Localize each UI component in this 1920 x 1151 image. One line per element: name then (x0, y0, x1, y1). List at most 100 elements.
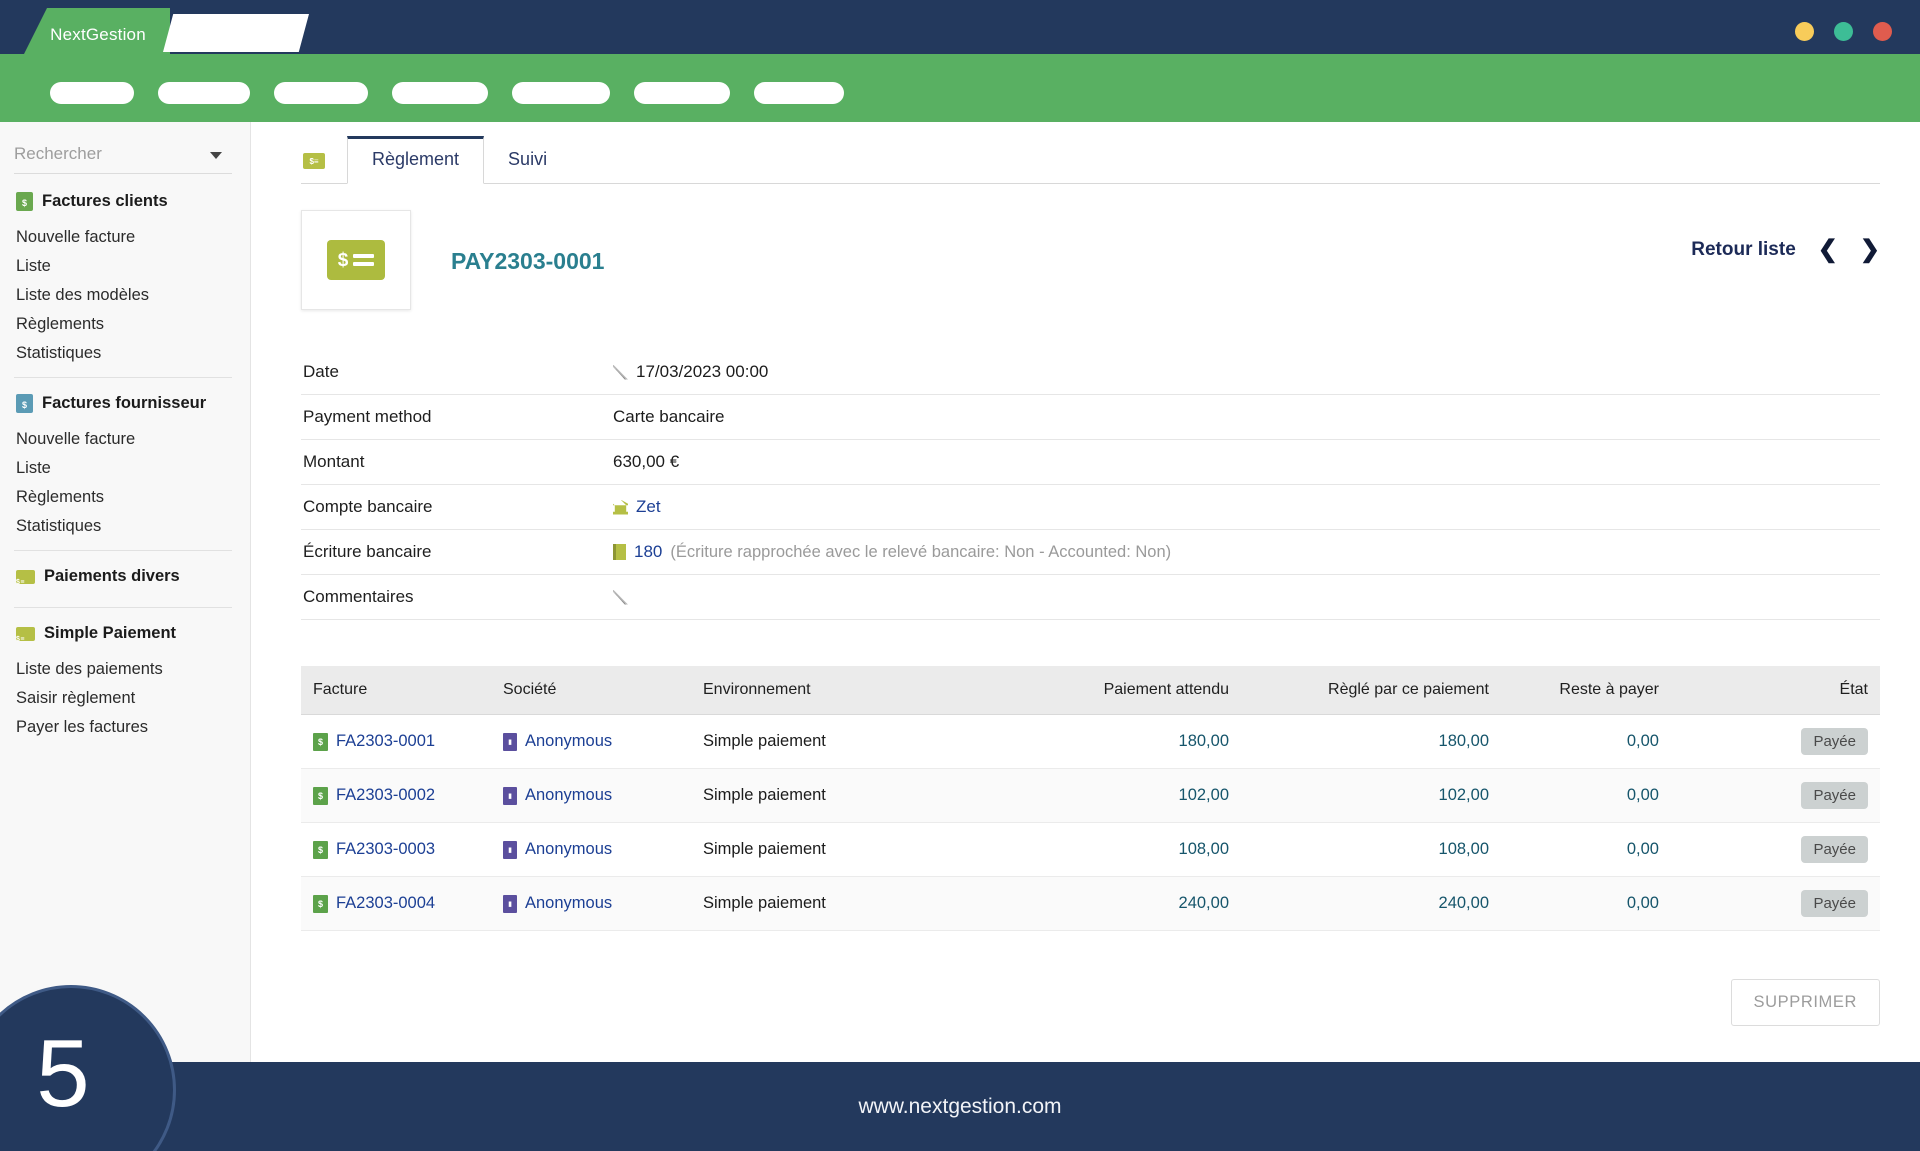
search-input[interactable] (14, 144, 204, 164)
payment-card-large-icon: $ (301, 210, 411, 310)
cell-societe: Anonymous (491, 876, 691, 931)
column-header-societe[interactable]: Société (491, 666, 691, 715)
sidebar-group-header[interactable]: Factures clients (14, 192, 232, 211)
facture-link[interactable]: FA2303-0004 (336, 894, 436, 912)
close-dot[interactable] (1873, 22, 1892, 41)
tab-reglement[interactable]: Règlement (347, 136, 485, 184)
field-row-compte-bancaire: Compte bancaire Zet (301, 485, 1880, 530)
societe-link[interactable]: Anonymous (525, 786, 613, 804)
table-row[interactable]: FA2303-0001 Anonymous Simple paiement 1 (301, 714, 1880, 769)
field-label: Date (303, 362, 339, 381)
invoice-green-icon (313, 840, 328, 859)
sidebar-item-liste-fournisseur[interactable]: Liste (16, 459, 51, 477)
pencil-icon[interactable] (613, 590, 628, 605)
column-header-reste-a-payer[interactable]: Reste à payer (1501, 666, 1671, 715)
nav-item-4[interactable] (392, 82, 488, 104)
field-row-payment-method: Payment method Carte bancaire (301, 395, 1880, 440)
nav-item-5[interactable] (512, 82, 610, 104)
nav-item-6[interactable] (634, 82, 730, 104)
societe-link[interactable]: Anonymous (525, 732, 613, 750)
back-to-list-link[interactable]: Retour liste (1691, 239, 1796, 260)
record-navigation: Retour liste ❮ ❯ (1691, 238, 1880, 262)
table-body: FA2303-0001 Anonymous Simple paiement 1 (301, 714, 1880, 931)
sidebar-item-payer-les-factures[interactable]: Payer les factures (16, 718, 149, 736)
footer: www.nextgestion.com (0, 1062, 1920, 1151)
sidebar-item-statistiques-client[interactable]: Statistiques (16, 344, 102, 362)
sidebar-item-statistiques-fournisseur[interactable]: Statistiques (16, 517, 102, 535)
sidebar-group-factures-clients: Factures clients Nouvelle facture Liste … (14, 192, 232, 377)
sidebar-group-header[interactable]: Paiements divers (14, 567, 232, 586)
cell-facture: FA2303-0001 (301, 714, 491, 769)
sidebar-group-factures-fournisseur: Factures fournisseur Nouvelle facture Li… (14, 377, 232, 550)
main-content: Règlement Suivi $ PAY2303-0001 Retour li… (251, 122, 1920, 1062)
building-icon (503, 840, 517, 859)
page-title[interactable]: PAY2303-0001 (451, 248, 605, 274)
status-badge[interactable]: Payée (1801, 728, 1868, 755)
column-header-environnement[interactable]: Environnement (691, 666, 1021, 715)
status-badge[interactable]: Payée (1801, 836, 1868, 863)
card-lines (353, 254, 375, 266)
cell-reste: 0,00 (1501, 822, 1671, 877)
societe-link[interactable]: Anonymous (525, 894, 613, 912)
sidebar-group-header[interactable]: Simple Paiement (14, 624, 232, 643)
brand-logo[interactable]: NextGestion (20, 8, 170, 62)
pencil-icon[interactable] (613, 365, 628, 380)
sidebar-item-nouvelle-facture-fournisseur[interactable]: Nouvelle facture (16, 430, 136, 448)
table-row[interactable]: FA2303-0002 Anonymous Simple paiement 1 (301, 768, 1880, 823)
tab-suivi[interactable]: Suivi (508, 149, 548, 169)
field-row-montant: Montant 630,00 € (301, 440, 1880, 485)
societe-link[interactable]: Anonymous (525, 840, 613, 858)
sidebar-search[interactable] (14, 140, 232, 174)
field-label: Écriture bancaire (303, 542, 432, 561)
ecriture-bancaire-link[interactable]: 180 (634, 542, 663, 561)
status-badge[interactable]: Payée (1801, 890, 1868, 917)
field-label: Commentaires (303, 587, 414, 606)
column-header-regle-par-ce-paiement[interactable]: Règlé par ce paiement (1241, 666, 1501, 715)
delete-button[interactable]: SUPPRIMER (1730, 979, 1880, 1026)
facture-link[interactable]: FA2303-0002 (336, 786, 436, 804)
maximize-dot[interactable] (1834, 22, 1853, 41)
nav-item-2[interactable] (158, 82, 250, 104)
sidebar-item-reglements-client[interactable]: Règlements (16, 315, 105, 333)
footer-url[interactable]: www.nextgestion.com (858, 1094, 1062, 1118)
status-badge[interactable]: Payée (1801, 782, 1868, 809)
sidebar-item-liste-client[interactable]: Liste (16, 257, 51, 275)
brand-logo-blank-shape (163, 14, 309, 52)
actions-row: SUPPRIMER (301, 979, 1880, 1026)
column-header-paiement-attendu[interactable]: Paiement attendu (1021, 666, 1241, 715)
building-icon (503, 786, 517, 805)
field-row-date: Date 17/03/2023 00:00 (301, 350, 1880, 395)
field-value: 180 (Écriture rapprochée avec le relevé … (613, 542, 1171, 562)
facture-link[interactable]: FA2303-0003 (336, 840, 436, 858)
sidebar-group-header[interactable]: Factures fournisseur (14, 394, 232, 413)
sidebar-item-liste-des-modeles[interactable]: Liste des modèles (16, 286, 149, 304)
tab-bar: Règlement Suivi (301, 122, 1880, 184)
payment-method-value: Carte bancaire (613, 407, 725, 426)
payment-card-icon (16, 569, 35, 584)
minimize-dot[interactable] (1795, 22, 1814, 41)
chevron-right-icon[interactable]: ❯ (1859, 236, 1880, 263)
invoice-green-icon (16, 192, 33, 211)
table-row[interactable]: FA2303-0003 Anonymous Simple paiement 1 (301, 822, 1880, 877)
sidebar-item-liste-des-paiements[interactable]: Liste des paiements (16, 660, 163, 678)
column-header-facture[interactable]: Facture (301, 666, 491, 715)
column-header-etat[interactable]: État (1671, 666, 1880, 715)
building-icon (503, 894, 517, 913)
compte-bancaire-link[interactable]: Zet (636, 497, 661, 516)
sidebar-item-nouvelle-facture-client[interactable]: Nouvelle facture (16, 228, 136, 246)
cell-regle: 102,00 (1241, 768, 1501, 823)
sidebar-item-reglements-fournisseur[interactable]: Règlements (16, 488, 105, 506)
nav-item-1[interactable] (50, 82, 134, 104)
cell-environnement: Simple paiement (691, 768, 1021, 823)
cell-environnement: Simple paiement (691, 714, 1021, 769)
facture-link[interactable]: FA2303-0001 (336, 732, 436, 750)
chevron-down-icon[interactable] (210, 152, 222, 159)
navigation-menu-items (50, 82, 844, 104)
nav-item-7[interactable] (754, 82, 844, 104)
sidebar-item-saisir-reglement[interactable]: Saisir règlement (16, 689, 136, 707)
cell-facture: FA2303-0003 (301, 822, 491, 877)
table-row[interactable]: FA2303-0004 Anonymous Simple paiement 2 (301, 876, 1880, 931)
chevron-left-icon[interactable]: ❮ (1817, 236, 1838, 263)
nav-item-3[interactable] (274, 82, 368, 104)
cell-regle: 240,00 (1241, 876, 1501, 931)
